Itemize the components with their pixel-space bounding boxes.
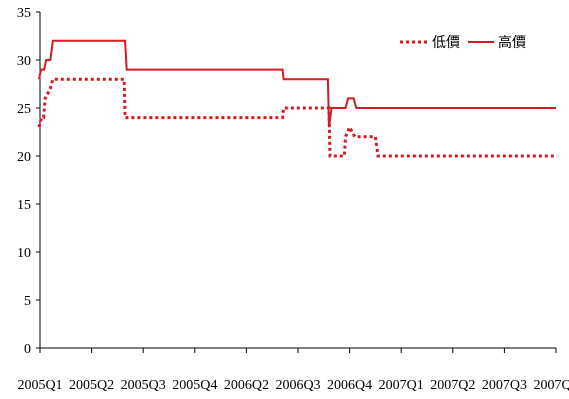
x-tick-label: 2005Q4	[172, 378, 217, 393]
legend-label-high-price: 高價	[498, 34, 526, 51]
series-line-high-price	[38, 39, 556, 128]
y-tick-label: 0	[24, 342, 31, 357]
legend: 低價 高價	[400, 34, 526, 51]
y-tick-label: 10	[17, 246, 31, 261]
series-layer	[37, 39, 556, 158]
x-tick-label: 2006Q3	[275, 378, 320, 393]
x-tick-label: 2006Q4	[327, 378, 372, 393]
x-tick-label: 2005Q2	[69, 378, 114, 393]
x-tick-label: 2007Q2	[430, 378, 475, 393]
y-tick-label: 20	[17, 150, 31, 165]
x-tick-label: 2005Q3	[121, 378, 166, 393]
axes: 0 5 10 15 20 25 30 35 2005Q1 2005Q2 2005Q3 2005Q4 20…	[17, 6, 569, 393]
x-tick-label: 2007Q4	[533, 378, 569, 393]
x-tick-label: 2006Q2	[224, 378, 269, 393]
x-tick-label: 2007Q1	[379, 378, 424, 393]
x-tick-label: 2005Q1	[17, 378, 62, 393]
y-tick-label: 30	[17, 54, 31, 69]
y-tick-label: 25	[17, 102, 31, 117]
y-tick-label: 35	[17, 6, 31, 21]
y-tick-label: 5	[24, 294, 31, 309]
y-tick-label: 15	[17, 198, 31, 213]
series-line-low-price	[37, 77, 556, 158]
legend-label-low-price: 低價	[432, 34, 460, 51]
x-tick-label: 2007Q3	[482, 378, 527, 393]
